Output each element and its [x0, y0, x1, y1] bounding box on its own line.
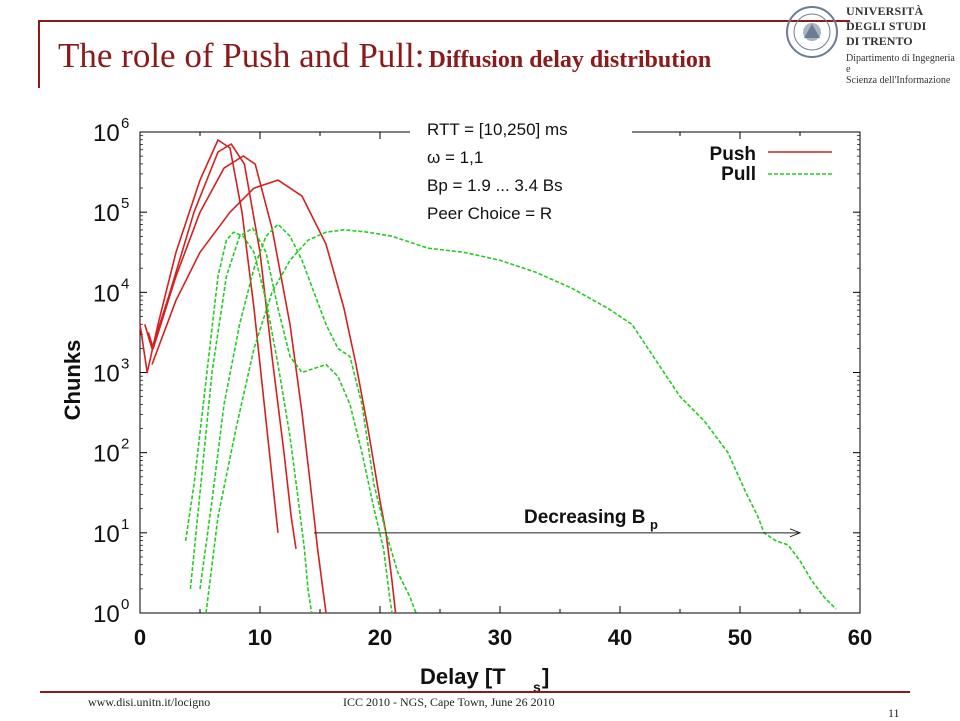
pull-series-line-8 [205, 229, 837, 614]
decreasing-bp-annotation: Decreasing B p [314, 507, 802, 538]
department-line1: Dipartimento di Ingegneria e [846, 53, 955, 75]
push-series-line-1 [139, 139, 279, 533]
y-tick-label-exp: 2 [121, 436, 129, 453]
y-axis-label: Chunks [60, 340, 85, 421]
parameters-box [410, 118, 632, 230]
param-rtt: RTT = [10,250] ms [427, 120, 568, 139]
y-tick-label-exp: 3 [121, 356, 129, 373]
y-tick-label-base: 10 [93, 521, 120, 548]
push-series-line-2 [144, 143, 297, 550]
department-line2: Scienza dell'Informazione [846, 75, 951, 86]
x-tick-label: 60 [848, 625, 872, 650]
university-name: UNIVERSITÀ DEGLI STUDI DI TRENTO Diparti… [846, 4, 960, 86]
y-tick-label-exp: 4 [121, 275, 129, 292]
x-axis-label-sub: s [533, 679, 541, 695]
footer-conference: ICC 2010 - NGS, Cape Town, June 26 2010 [343, 695, 555, 709]
param-peer-choice: Peer Choice = R [427, 204, 552, 223]
x-tick-label: 20 [368, 625, 392, 650]
y-tick-label-base: 10 [93, 280, 120, 307]
x-axis-label: Delay [T s ] [420, 664, 549, 695]
param-bp: Bp = 1.9 ... 3.4 Bs [427, 176, 563, 195]
annotation-text: Decreasing B [524, 507, 645, 528]
push-series-line-3 [147, 155, 327, 614]
x-axis-label-main: Delay [T [420, 664, 506, 689]
footer-url: www.disi.unitn.it/locigno [88, 695, 211, 709]
university-seal-icon [786, 6, 838, 58]
footer-rule [40, 691, 910, 693]
annotation-arrowhead [789, 528, 802, 538]
y-tick-label-base: 10 [93, 120, 120, 147]
y-tick-label-exp: 5 [121, 195, 129, 212]
annotation-sub: p [650, 517, 658, 532]
legend-box [690, 142, 842, 184]
university-name-line1: UNIVERSITÀ DEGLI STUDI [846, 4, 927, 33]
y-tick-label-base: 10 [93, 441, 120, 468]
x-tick-label: 50 [728, 625, 752, 650]
pull-series-line-6 [189, 227, 393, 614]
legend-push-label: Push [710, 144, 756, 165]
slide-title-main: The role of Push and Pull: [58, 36, 425, 75]
y-tick-label-exp: 1 [121, 516, 129, 533]
x-tick-label: 0 [134, 625, 146, 650]
x-tick-label: 30 [488, 625, 512, 650]
legend-pull-label: Pull [721, 164, 756, 185]
slide-title-sub: Diffusion delay distribution [428, 47, 712, 73]
y-tick-label-exp: 0 [121, 596, 129, 613]
x-tick-label: 40 [608, 625, 632, 650]
pull-series-line-5 [184, 231, 313, 614]
y-tick-label-base: 10 [93, 601, 120, 628]
y-tick-label-base: 10 [93, 361, 120, 388]
page-number: 11 [888, 706, 900, 720]
slide-title: The role of Push and Pull: Diffusion del… [58, 36, 711, 76]
title-rule [38, 20, 850, 22]
university-name-line2: DI TRENTO [846, 34, 913, 48]
title-side-rule [38, 20, 40, 88]
x-axis-label-end: ] [542, 664, 549, 689]
y-tick-label-base: 10 [93, 200, 120, 227]
x-tick-label: 10 [248, 625, 272, 650]
param-omega: ω = 1,1 [427, 148, 483, 167]
y-tick-label-exp: 6 [121, 115, 129, 132]
